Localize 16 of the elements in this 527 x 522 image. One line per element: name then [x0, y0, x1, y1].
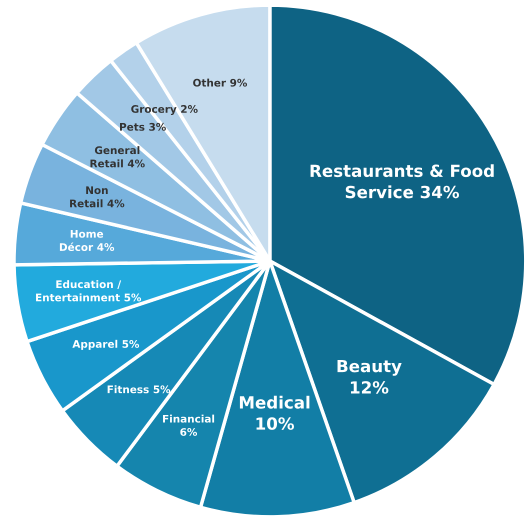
slice-label: General Retail 4%: [90, 146, 145, 168]
slice-label: Grocery 2%: [131, 105, 198, 116]
slice-label: Beauty: [338, 360, 402, 376]
slice-label: Pets 3%: [120, 122, 166, 131]
slice-label: Restaurants & Food Service 34%: [310, 164, 494, 198]
data-label: 12%: [350, 381, 388, 394]
slice-label: Fitness 5%: [108, 385, 170, 394]
slice-label: Non Retail 4%: [70, 186, 124, 208]
data-label: 10%: [256, 417, 294, 430]
data-label: 6%: [180, 428, 198, 436]
slice-label: Medical: [240, 396, 310, 409]
slice-label: Other 9%: [193, 78, 248, 87]
slice-label: Apparel 5%: [72, 340, 140, 350]
slice-label: Financial: [163, 414, 214, 423]
slice-label: Home Décor 4%: [60, 230, 114, 252]
slice-label: Education / Entertainment 5%: [36, 280, 142, 302]
